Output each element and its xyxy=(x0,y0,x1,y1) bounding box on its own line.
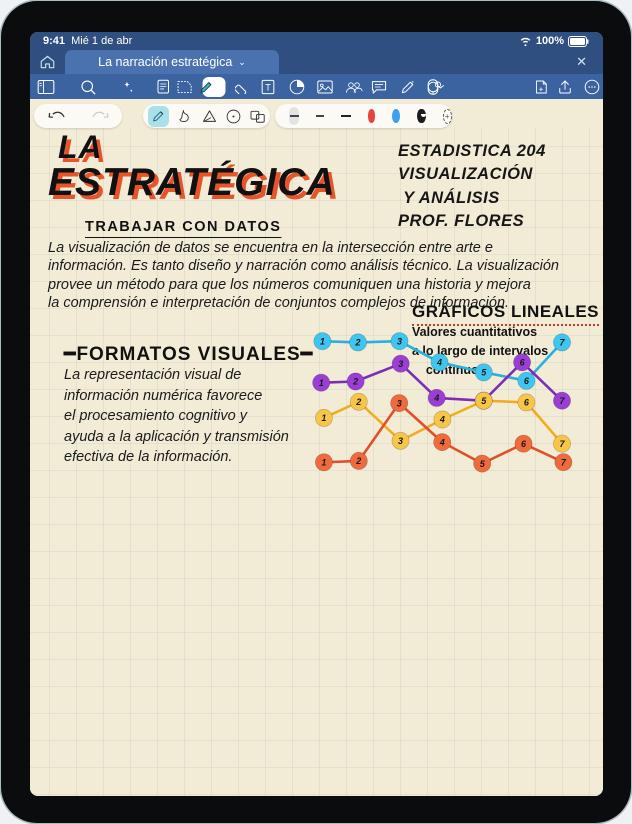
svg-text:1: 1 xyxy=(320,336,325,346)
svg-text:6: 6 xyxy=(524,398,530,408)
svg-text:7: 7 xyxy=(559,396,565,406)
svg-text:3: 3 xyxy=(397,398,402,408)
svg-text:7: 7 xyxy=(561,457,567,467)
svg-text:3: 3 xyxy=(397,336,402,346)
svg-text:1: 1 xyxy=(319,378,324,388)
svg-text:5: 5 xyxy=(481,396,487,406)
svg-text:6: 6 xyxy=(521,439,527,449)
svg-text:4: 4 xyxy=(439,437,445,447)
svg-text:5: 5 xyxy=(480,459,486,469)
svg-text:1: 1 xyxy=(321,458,326,468)
svg-text:T: T xyxy=(265,82,271,92)
svg-text:7: 7 xyxy=(559,439,565,449)
svg-text:3: 3 xyxy=(398,436,403,446)
svg-text:2: 2 xyxy=(352,377,358,387)
svg-text:4: 4 xyxy=(433,393,439,403)
svg-text:2: 2 xyxy=(354,338,360,348)
svg-text:3: 3 xyxy=(398,359,403,369)
svg-text:5: 5 xyxy=(481,396,487,406)
svg-text:4: 4 xyxy=(439,415,445,425)
svg-text:2: 2 xyxy=(355,397,361,407)
svg-text:2: 2 xyxy=(355,456,361,466)
svg-text:1: 1 xyxy=(321,413,326,423)
